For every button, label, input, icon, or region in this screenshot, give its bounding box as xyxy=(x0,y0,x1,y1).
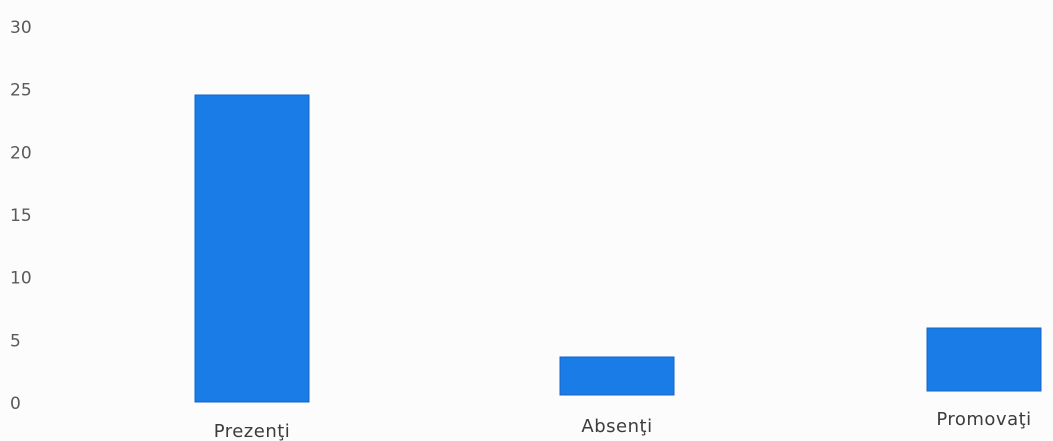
y-tick-label: 5 xyxy=(10,331,21,351)
y-tick-label: 10 xyxy=(10,269,32,289)
x-category-label: Absenţi xyxy=(581,416,652,437)
y-axis: 0 5 10 15 20 25 30 xyxy=(10,18,32,414)
x-category-label: Prezenţi xyxy=(214,421,291,441)
y-tick-label: 25 xyxy=(10,81,32,101)
bar-0 xyxy=(194,94,310,403)
bar-1 xyxy=(559,356,675,396)
bar-2 xyxy=(926,327,1042,392)
y-tick-label: 30 xyxy=(10,18,32,38)
x-axis: Prezenţi Absenţi Promovaţi xyxy=(214,409,1031,441)
y-tick-label: 15 xyxy=(10,206,32,226)
y-tick-label: 20 xyxy=(10,143,32,163)
x-category-label: Promovaţi xyxy=(936,409,1031,430)
bars xyxy=(194,94,1042,403)
y-tick-label: 0 xyxy=(10,394,21,414)
